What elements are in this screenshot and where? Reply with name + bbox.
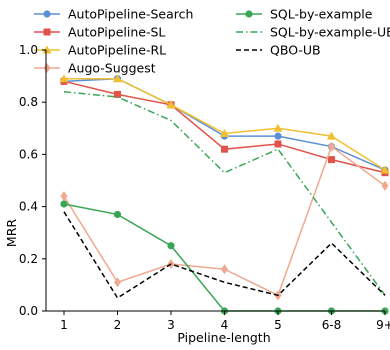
data-point [113, 210, 122, 219]
plot-area [59, 74, 390, 315]
legend-item: AutoPipeline-RL [34, 43, 166, 58]
series-sql-by-example-ub [63, 91, 386, 296]
data-point [113, 74, 122, 83]
legend-item: SQL-by-example [236, 7, 373, 22]
data-point [167, 242, 175, 250]
data-point [59, 74, 69, 83]
x-tick-label: 4 [221, 318, 229, 332]
y-axis-label: MRR [4, 219, 19, 247]
legend-item: QBO-UB [236, 43, 321, 58]
legend: AutoPipeline-Search AutoPipeline-SL AutoPi… [34, 7, 390, 76]
data-point [274, 140, 282, 148]
series-autopipeline-search [60, 75, 389, 174]
series-line [63, 211, 386, 299]
series-sql-by-example [60, 200, 389, 315]
data-point [221, 145, 228, 153]
y-tick-label: 0.0 [19, 304, 38, 318]
legend-label: QBO-UB [270, 43, 321, 58]
legend-label: SQL-by-example-UB [270, 25, 390, 40]
y-tick-label: 0.4 [19, 200, 38, 214]
legend-label: AutoPipeline-Search [68, 7, 193, 22]
axes: 0.0 0.2 0.4 0.6 0.8 1.0 1 2 3 4 5 6-8 9+ [19, 43, 390, 332]
legend-item: Augo-Suggest [34, 61, 156, 76]
series-autopipeline-rl [59, 74, 390, 174]
data-point [327, 131, 336, 140]
x-tick-label: 9+ [376, 318, 390, 332]
data-point [328, 156, 335, 164]
legend-item: SQL-by-example-UB [236, 25, 390, 40]
y-tick-label: 0.6 [19, 147, 38, 161]
data-point [221, 264, 228, 275]
x-tick-label: 5 [274, 318, 282, 332]
y-tick-label: 1.0 [19, 43, 38, 57]
x-tick-label: 3 [167, 318, 175, 332]
legend-label: AutoPipeline-SL [68, 25, 165, 40]
x-axis-label: Pipeline-length [177, 330, 270, 345]
x-tick-label: 2 [114, 318, 122, 332]
data-point [328, 141, 335, 152]
y-tick-label: 0.8 [19, 95, 38, 109]
data-point [274, 132, 282, 140]
legend-marker [43, 28, 51, 36]
data-point [381, 180, 389, 191]
data-point [114, 277, 121, 288]
legend-label: Augo-Suggest [68, 61, 156, 76]
data-point [220, 129, 229, 138]
data-point [273, 123, 283, 132]
series-line [63, 91, 386, 296]
data-point [166, 100, 176, 109]
legend-label: AutoPipeline-RL [68, 43, 166, 58]
x-tick-label: 6-8 [322, 318, 342, 332]
legend-item: AutoPipeline-SL [34, 25, 165, 40]
series-augo-suggest [60, 141, 389, 301]
series-qbo-ub [63, 211, 386, 299]
legend-item: AutoPipeline-Search [34, 7, 193, 22]
legend-marker [42, 45, 52, 54]
legend-label: SQL-by-example [270, 7, 373, 22]
legend-marker [43, 63, 51, 73]
legend-marker [43, 10, 51, 18]
series-line [63, 80, 386, 174]
data-point [114, 90, 121, 98]
x-tick-label: 1 [60, 318, 68, 332]
data-point [380, 165, 390, 174]
data-point [60, 200, 68, 208]
legend-marker [245, 10, 253, 18]
data-point [60, 191, 68, 202]
series-line [63, 203, 385, 312]
y-tick-label: 0.2 [19, 252, 38, 266]
series-autopipeline-sl [60, 77, 389, 177]
